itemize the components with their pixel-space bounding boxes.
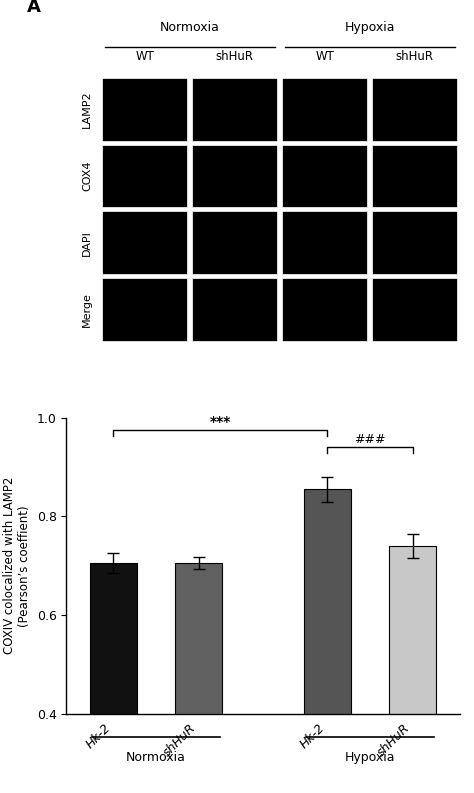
- Text: WT: WT: [136, 50, 154, 63]
- FancyBboxPatch shape: [102, 211, 187, 274]
- FancyBboxPatch shape: [102, 278, 187, 341]
- Text: ###: ###: [354, 433, 386, 446]
- Bar: [304, 489, 351, 793]
- FancyBboxPatch shape: [102, 144, 187, 208]
- FancyBboxPatch shape: [372, 144, 457, 208]
- FancyBboxPatch shape: [192, 211, 277, 274]
- Text: DAPI: DAPI: [82, 230, 92, 255]
- Text: A: A: [27, 0, 41, 16]
- Text: shHuR: shHuR: [396, 50, 434, 63]
- FancyBboxPatch shape: [282, 278, 367, 341]
- FancyBboxPatch shape: [372, 211, 457, 274]
- Text: Hypoxia: Hypoxia: [345, 21, 395, 33]
- FancyBboxPatch shape: [372, 78, 457, 140]
- FancyBboxPatch shape: [192, 278, 277, 341]
- FancyBboxPatch shape: [282, 144, 367, 208]
- FancyBboxPatch shape: [372, 278, 457, 341]
- Text: Normoxia: Normoxia: [160, 21, 220, 33]
- Bar: [175, 563, 222, 793]
- FancyBboxPatch shape: [282, 78, 367, 140]
- Text: Normoxia: Normoxia: [126, 751, 186, 764]
- FancyBboxPatch shape: [282, 211, 367, 274]
- Text: COX4: COX4: [82, 161, 92, 191]
- Text: shHuR: shHuR: [216, 50, 254, 63]
- Text: Merge: Merge: [82, 292, 92, 327]
- Text: Hypoxia: Hypoxia: [345, 751, 395, 764]
- Bar: [90, 563, 137, 793]
- Bar: [389, 546, 436, 793]
- Y-axis label: COXIV colocalized with LAMP2
(Pearson’s coeffient): COXIV colocalized with LAMP2 (Pearson’s …: [3, 477, 31, 654]
- FancyBboxPatch shape: [102, 78, 187, 140]
- Text: ***: ***: [210, 415, 231, 428]
- Text: WT: WT: [315, 50, 334, 63]
- FancyBboxPatch shape: [192, 78, 277, 140]
- FancyBboxPatch shape: [192, 144, 277, 208]
- Text: LAMP2: LAMP2: [82, 90, 92, 128]
